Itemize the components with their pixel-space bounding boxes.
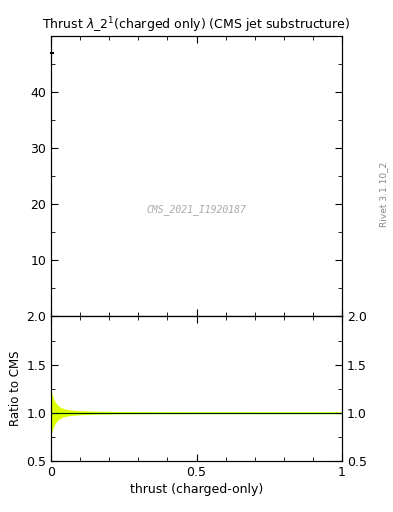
Title: Thrust $\lambda\_2^1$(charged only) (CMS jet substructure): Thrust $\lambda\_2^1$(charged only) (CMS… bbox=[42, 15, 351, 35]
Text: Rivet 3.1.10_2: Rivet 3.1.10_2 bbox=[379, 162, 387, 227]
X-axis label: thrust (charged-only): thrust (charged-only) bbox=[130, 483, 263, 496]
Y-axis label: Ratio to CMS: Ratio to CMS bbox=[9, 351, 22, 426]
Text: CMS_2021_I1920187: CMS_2021_I1920187 bbox=[147, 204, 246, 215]
